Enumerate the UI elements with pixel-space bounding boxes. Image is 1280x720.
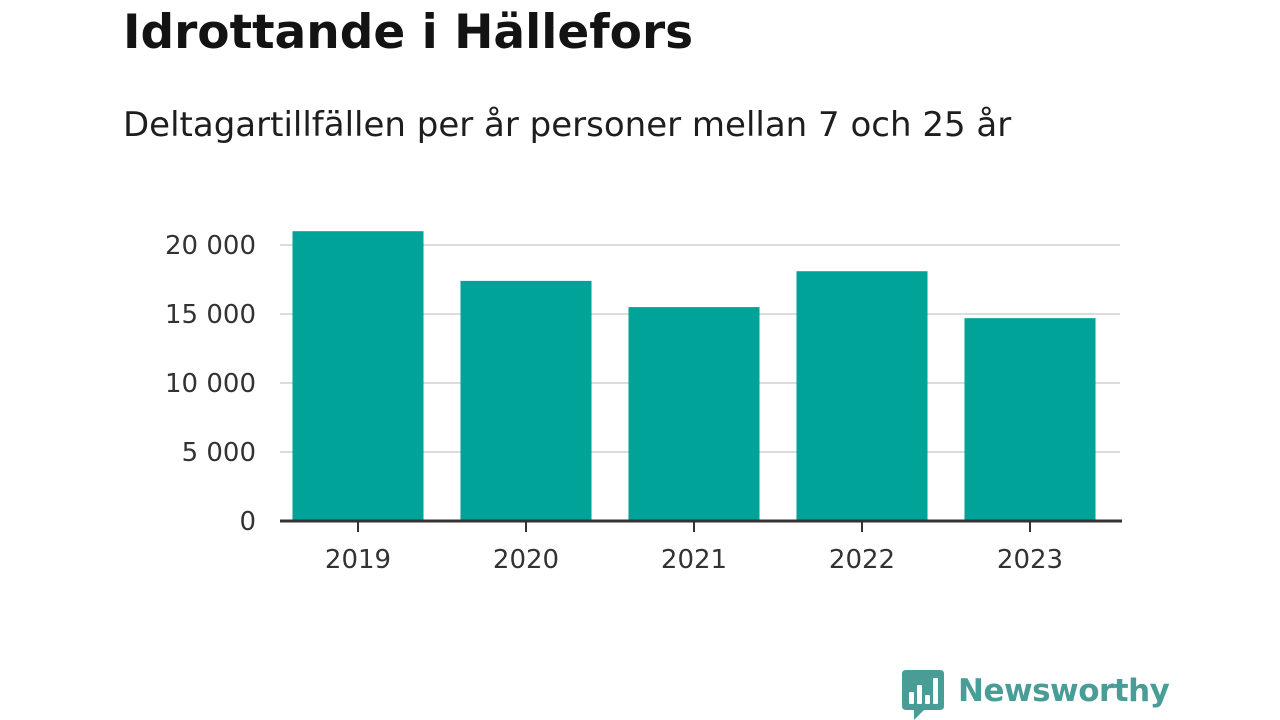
chart-title: Idrottande i Hällefors	[123, 5, 694, 60]
axes: 0 5 000 10 000 15 000 20 000 2019 2020 2021 2022…	[165, 231, 1122, 575]
x-tick-label: 2021	[661, 545, 727, 575]
chart-subtitle: Deltagartillfällen per år personer mella…	[123, 105, 1012, 145]
y-tick-label: 20 000	[165, 231, 256, 261]
bar-chart-speech-bubble-icon	[902, 670, 944, 720]
y-tick-label: 0	[239, 507, 256, 537]
brand-name: Newsworthy	[958, 673, 1170, 709]
newsworthy-logo[interactable]: Newsworthy	[902, 670, 1170, 720]
x-tick-label: 2019	[325, 545, 391, 575]
bar-2021	[628, 307, 760, 521]
x-tick-label: 2023	[997, 545, 1063, 575]
y-tick-label: 5 000	[182, 438, 256, 468]
bar-chart: 0 5 000 10 000 15 000 20 000 2019 2020 2021 2022…	[165, 231, 1122, 575]
y-tick-label: 15 000	[165, 300, 256, 330]
bar-2019	[292, 231, 424, 521]
y-tick-label: 10 000	[165, 369, 256, 399]
x-tick-label: 2020	[493, 545, 559, 575]
bar-2023	[964, 318, 1096, 521]
x-tick-label: 2022	[829, 545, 895, 575]
bar-2022	[796, 271, 928, 521]
bar-2020	[460, 280, 592, 521]
bars	[292, 231, 1096, 521]
